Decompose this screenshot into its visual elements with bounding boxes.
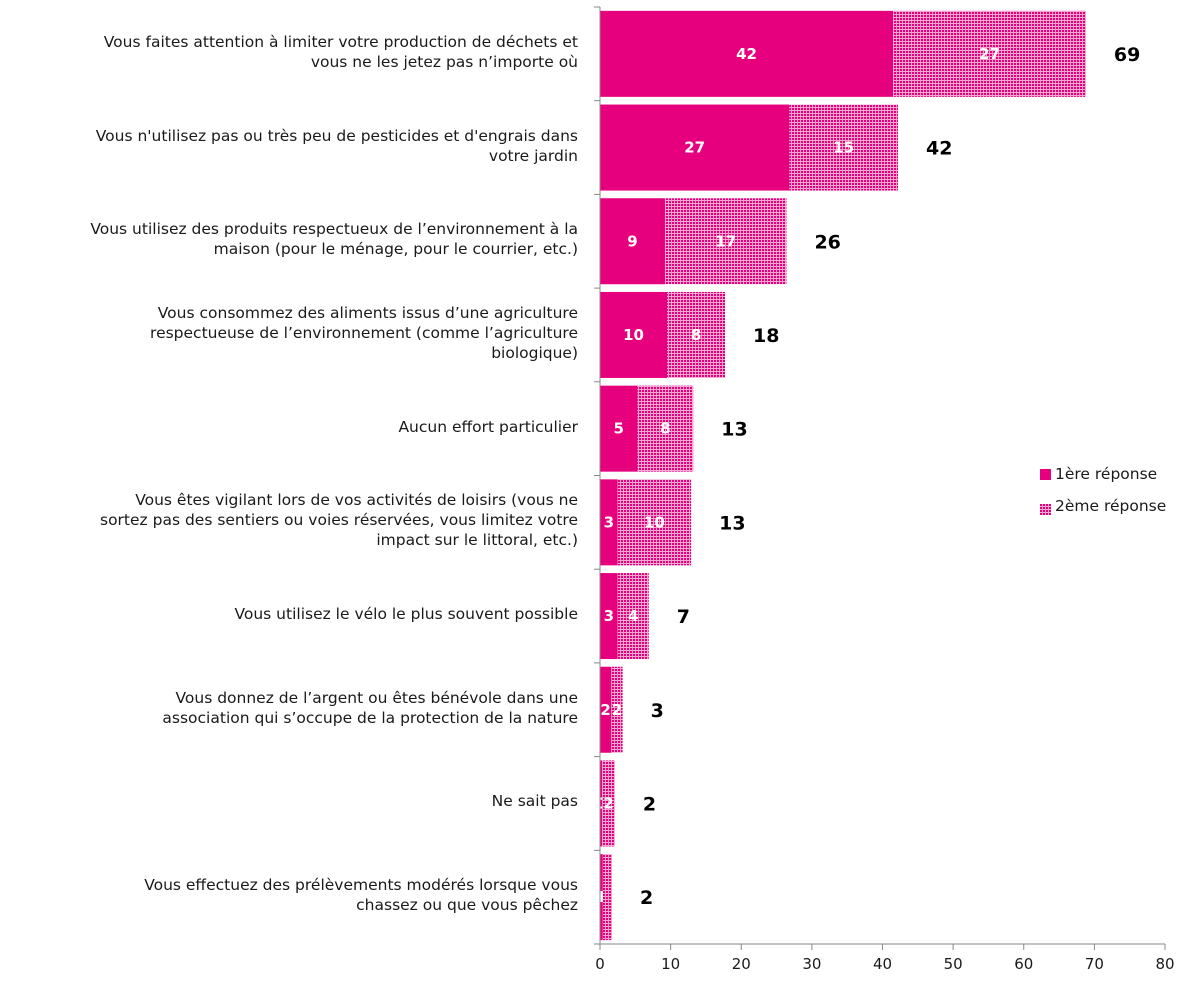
bar-8-series-1 [600,666,612,753]
bar-value-label-4-2: 8 [691,326,701,344]
category-label-line: Vous utilisez le vélo le plus souvent po… [234,605,578,624]
bar-4-series-2 [667,291,726,378]
category-label-line: votre jardin [488,146,578,165]
bar-value-label-8-2: 2 [612,701,622,719]
total-label-5: 13 [721,419,747,441]
bar-value-label-5-1: 5 [613,420,623,438]
category-label-line: maison (pour le ménage, pour le courrier… [213,240,578,259]
x-tick-label-30: 30 [802,955,821,973]
category-label-line: respectueuse de l’environnement (comme l… [150,323,578,342]
x-tick-label-70: 70 [1085,955,1104,973]
bar-value-label-10-1: 1 [596,888,606,906]
legend: 1ère réponse 2ème réponse [1040,462,1166,526]
legend-item-1: 1ère réponse [1040,462,1166,486]
category-label-4: Vous consommez des aliments issus d’une … [0,303,578,363]
bar-value-label-5-2: 8 [660,420,670,438]
bar-value-label-2-1: 27 [684,139,705,157]
bar-value-label-7-2: 4 [628,607,638,625]
legend-label-2: 2ème réponse [1055,497,1167,515]
bar-value-label-3-1: 9 [627,232,637,250]
bar-5-series-1 [600,385,638,472]
category-label-line: Vous effectuez des prélèvements modérés … [144,876,578,895]
total-label-2: 42 [926,138,952,160]
bar-value-label-8-1: 2 [600,701,610,719]
category-label-line: biologique) [491,343,578,362]
bar-6-series-2 [617,479,692,566]
total-label-4: 18 [753,325,779,347]
bar-9-series-2 [602,760,615,847]
bar-value-label-6-2: 10 [644,513,665,531]
bar-value-label-9-2: 2 [603,794,613,812]
bar-value-label-4-1: 10 [623,326,644,344]
bar-1-series-1 [600,10,894,97]
category-label-10: Vous effectuez des prélèvements modérés … [0,875,578,915]
bar-8-series-2 [611,666,623,753]
bar-value-label-9-1: 0 [596,794,606,812]
bar-value-label-1-2: 27 [979,45,1000,63]
bar-value-label-7-1: 3 [604,607,614,625]
bar-value-label-2-2: 15 [833,139,854,157]
x-tick-label-40: 40 [873,955,892,973]
total-label-8: 3 [651,700,664,722]
category-label-3: Vous utilisez des produits respectueux d… [0,219,578,259]
category-label-line: Vous utilisez des produits respectueux d… [90,220,578,239]
category-label-9: Ne sait pas [0,791,578,811]
bar-10-series-2 [602,854,613,941]
bar-2-series-1 [600,104,790,191]
bar-7-series-2 [617,573,649,660]
total-label-3: 26 [814,231,840,253]
category-label-line: Vous êtes vigilant lors de vos activités… [135,491,578,510]
total-label-9: 2 [643,793,656,815]
x-tick-label-20: 20 [732,955,751,973]
category-label-line: vous ne les jetez pas n’importe où [310,52,578,71]
bar-1-series-2 [893,10,1086,97]
bar-4-series-1 [600,291,668,378]
total-label-7: 7 [677,606,690,628]
bar-5-series-2 [637,385,694,472]
category-label-7: Vous utilisez le vélo le plus souvent po… [0,604,578,624]
legend-label-1: 1ère réponse [1055,465,1158,483]
category-label-line: Vous consommez des aliments issus d’une … [157,303,578,322]
category-label-line: impact sur le littoral, etc.) [376,531,578,550]
category-label-line: sortez pas des sentiers ou voies réservé… [100,511,578,530]
category-label-6: Vous êtes vigilant lors de vos activités… [0,490,578,550]
bar-9-series-1 [600,760,603,847]
bar-3-series-1 [600,198,665,285]
category-label-line: chassez ou que vous pêchez [356,896,578,915]
category-label-1: Vous faites attention à limiter votre pr… [0,32,578,72]
category-label-8: Vous donnez de l’argent ou êtes bénévole… [0,688,578,728]
bar-6-series-1 [600,479,618,566]
category-label-line: Ne sait pas [491,792,578,811]
bar-value-label-3-2: 17 [715,232,736,250]
legend-item-2: 2ème réponse [1040,494,1166,518]
x-tick-label-10: 10 [661,955,680,973]
legend-swatch-2 [1040,501,1051,515]
category-label-5: Aucun effort particulier [0,417,578,437]
legend-swatch-1 [1040,468,1051,480]
x-tick-label-80: 80 [1155,955,1174,973]
bar-value-label-1-1: 42 [736,45,757,63]
bar-7-series-1 [600,573,618,660]
category-label-line: Vous donnez de l’argent ou êtes bénévole… [175,688,578,707]
category-label-2: Vous n'utilisez pas ou très peu de pesti… [0,126,578,166]
category-label-line: Vous n'utilisez pas ou très peu de pesti… [95,126,578,145]
bar-value-label-6-1: 3 [604,513,614,531]
x-tick-label-0: 0 [595,955,605,973]
category-label-line: Vous faites attention à limiter votre pr… [103,32,578,51]
bar-2-series-2 [789,104,899,191]
x-tick-label-60: 60 [1014,955,1033,973]
category-label-line: association qui s’occupe de la protectio… [162,708,578,727]
x-tick-label-50: 50 [944,955,963,973]
bar-3-series-2 [664,198,787,285]
category-label-line: Aucun effort particulier [398,417,578,436]
bar-10-series-1 [600,854,603,941]
total-label-1: 69 [1114,44,1140,66]
total-label-10: 2 [640,887,653,909]
total-label-6: 13 [719,512,745,534]
